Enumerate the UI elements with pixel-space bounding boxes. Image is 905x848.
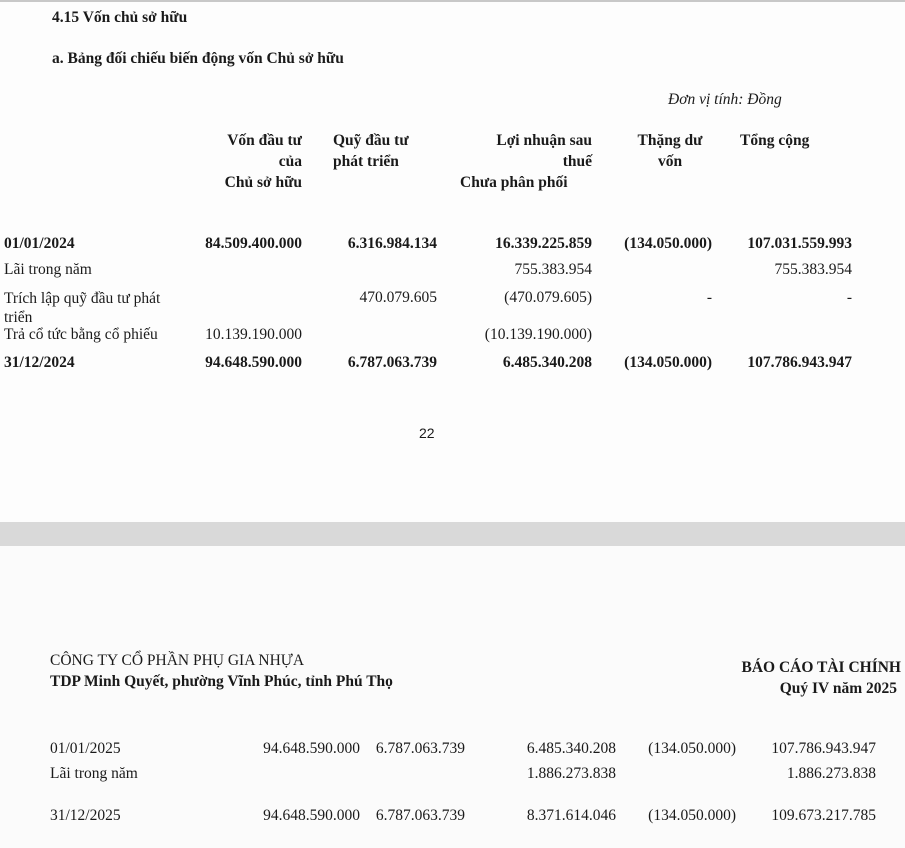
column-header-share-premium: Thặng dư vốn [625, 130, 715, 172]
cell-value: 16.339.225.859 [495, 235, 592, 252]
cell-value: (134.050.000) [624, 235, 712, 252]
cell-value: 755.383.954 [774, 261, 853, 278]
page-separator [0, 522, 905, 546]
cell-value: - [706, 289, 712, 306]
company-name: CÔNG TY CỔ PHẦN PHỤ GIA NHỰA [50, 652, 305, 669]
header-line: Vốn đầu tư [227, 132, 302, 149]
cell-value: 470.079.605 [359, 289, 438, 306]
cell-value: 1.886.273.838 [526, 765, 616, 782]
cell-value: (134.050.000) [648, 740, 736, 757]
cell-value: 107.786.943.947 [771, 740, 876, 757]
document-page-next: CÔNG TY CỔ PHẦN PHỤ GIA NHỰA TDP Minh Qu… [0, 546, 905, 848]
header-line: thuế [562, 153, 592, 170]
header-line: phát triển [333, 153, 399, 170]
header-line: Tổng cộng [740, 132, 810, 149]
header-line: vốn [657, 153, 683, 170]
cell-value: 6.787.063.739 [347, 354, 437, 371]
cell-value: - [846, 289, 852, 306]
row-label: Lãi trong năm [50, 765, 138, 782]
header-line: Quỹ đầu tư [333, 132, 409, 149]
table-subtitle: a. Bảng đối chiếu biến động vốn Chủ sở h… [52, 50, 344, 67]
row-label: Trích lập quỹ đầu tư phát triển [4, 290, 161, 326]
report-period: Quý IV năm 2025 [779, 680, 897, 697]
header-line: Thặng dư [637, 132, 703, 149]
row-label: Trả cổ tức bằng cổ phiếu [4, 326, 158, 343]
cell-value: 6.787.063.739 [375, 740, 465, 757]
header-line: của [278, 153, 302, 170]
cell-value: 1.886.273.838 [786, 765, 876, 782]
section-title: 4.15 Vốn chủ sở hữu [52, 9, 188, 26]
row-label: 01/01/2025 [50, 740, 121, 757]
cell-value: 94.648.590.000 [263, 807, 360, 824]
cell-value: 107.031.559.993 [747, 235, 852, 252]
column-header-retained-earnings: Lợi nhuận sau thuế Chưa phân phối [460, 130, 592, 193]
cell-value: 8.371.614.046 [526, 807, 616, 824]
row-label: 31/12/2024 [4, 354, 75, 371]
header-line: Chưa phân phối [460, 174, 568, 191]
row-label: Lãi trong năm [4, 261, 92, 278]
cell-value: 10.139.190.000 [205, 326, 302, 343]
column-header-owner-capital: Vốn đầu tư của Chủ sở hữu [180, 130, 302, 193]
page-number: 22 [419, 425, 435, 441]
row-label: 31/12/2025 [50, 807, 121, 824]
column-header-development-fund: Quỹ đầu tư phát triển [333, 130, 409, 172]
cell-value: (470.079.605) [504, 289, 592, 306]
company-address: TDP Minh Quyết, phường Vĩnh Phúc, tỉnh P… [50, 673, 393, 690]
cell-value: 6.485.340.208 [502, 354, 592, 371]
cell-value: 94.648.590.000 [263, 740, 360, 757]
cell-value: (134.050.000) [648, 807, 736, 824]
cell-value: 755.383.954 [514, 261, 593, 278]
cell-value: 6.485.340.208 [526, 740, 616, 757]
report-title: BÁO CÁO TÀI CHÍNH [741, 659, 901, 676]
cell-value: 6.316.984.134 [347, 235, 437, 252]
cell-value: (134.050.000) [624, 354, 712, 371]
unit-label: Đơn vị tính: Đồng [668, 91, 782, 108]
header-line: Lợi nhuận sau [496, 132, 592, 149]
cell-value: 94.648.590.000 [205, 354, 302, 371]
cell-value: 84.509.400.000 [205, 235, 302, 252]
document-page-22: 4.15 Vốn chủ sở hữu a. Bảng đối chiếu bi… [0, 0, 905, 441]
header-line: Chủ sở hữu [224, 174, 302, 191]
column-header-total: Tổng cộng [740, 130, 809, 151]
cell-value: 109.673.217.785 [771, 807, 876, 824]
cell-value: 107.786.943.947 [747, 354, 852, 371]
row-label: 01/01/2024 [4, 235, 75, 252]
cell-value: (10.139.190.000) [484, 326, 592, 343]
cell-value: 6.787.063.739 [375, 807, 465, 824]
